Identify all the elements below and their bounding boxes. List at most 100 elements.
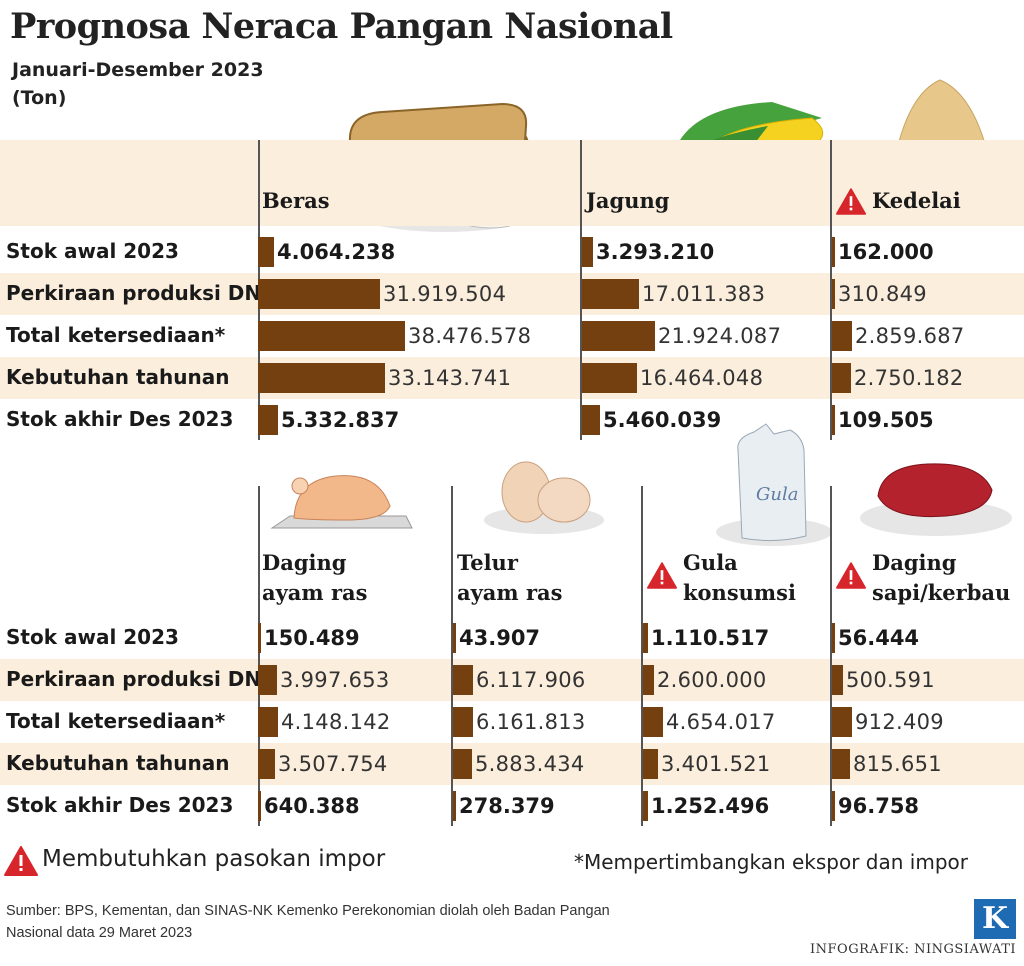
data-bar [643, 665, 654, 695]
data-label: 150.489 [264, 626, 360, 650]
egg-illustration [484, 461, 604, 534]
row-band [0, 659, 1024, 701]
data-label: 2.859.687 [855, 324, 965, 348]
data-label: 21.924.087 [658, 324, 782, 348]
row-label: Kebutuhan tahunan [6, 365, 230, 389]
data-label: 912.409 [855, 710, 944, 734]
data-label: 3.997.653 [280, 668, 390, 692]
data-label: 1.110.517 [651, 626, 770, 650]
data-label: 43.907 [459, 626, 541, 650]
data-label: 5.883.434 [475, 752, 585, 776]
data-bar [582, 237, 593, 267]
data-label: 3.507.754 [278, 752, 388, 776]
data-bar [832, 237, 835, 267]
subtitle: Januari-Desember 2023 (Ton) [12, 56, 264, 112]
data-bar [258, 749, 275, 779]
panel-1-header-band [0, 140, 1024, 226]
data-bar [258, 237, 274, 267]
data-label: 4.654.017 [666, 710, 776, 734]
row-band [0, 357, 1024, 399]
data-bar [832, 749, 850, 779]
data-label: 310.849 [838, 282, 927, 306]
data-bar [582, 405, 600, 435]
data-label: 162.000 [838, 240, 934, 264]
row-label: Kebutuhan tahunan [6, 751, 230, 775]
data-bar [832, 405, 835, 435]
data-label: 16.464.048 [640, 366, 764, 390]
data-bar [258, 321, 405, 351]
data-bar [832, 321, 852, 351]
column-header: Beras [262, 188, 330, 213]
data-bar [582, 279, 639, 309]
source-note: Sumber: BPS, Kementan, dan SINAS-NK Keme… [6, 903, 610, 941]
data-bar [582, 363, 637, 393]
data-bar [258, 665, 277, 695]
warning-icon [836, 562, 866, 593]
data-label: 109.505 [838, 408, 934, 432]
column-divider [830, 486, 832, 826]
data-label: 33.143.741 [388, 366, 512, 390]
data-label: 500.591 [846, 668, 935, 692]
data-bar [643, 791, 648, 821]
credit: INFOGRAFIK: NINGSIAWATI [810, 942, 1016, 957]
data-label: 2.600.000 [657, 668, 767, 692]
data-bar [258, 623, 261, 653]
column-divider [830, 140, 832, 440]
column-header: Daging sapi/kerbau [872, 550, 1011, 605]
data-bar [258, 279, 380, 309]
row-label: Perkiraan produksi DN [6, 281, 262, 305]
data-label: 1.252.496 [651, 794, 770, 818]
column-header: Telur ayam ras [457, 550, 563, 605]
data-label: 278.379 [459, 794, 555, 818]
data-bar [643, 749, 658, 779]
period: Januari-Desember 2023 [12, 59, 264, 81]
row-label: Stok awal 2023 [6, 239, 179, 263]
row-label: Stok akhir Des 2023 [6, 793, 234, 817]
data-label: 4.148.142 [281, 710, 391, 734]
data-bar [832, 791, 835, 821]
data-bar [453, 707, 473, 737]
data-bar [643, 707, 663, 737]
data-label: 6.161.813 [476, 710, 586, 734]
row-label: Stok awal 2023 [6, 625, 179, 649]
data-label: 815.651 [853, 752, 942, 776]
row-band [0, 743, 1024, 785]
data-label: 5.460.039 [603, 408, 722, 432]
data-bar [453, 791, 456, 821]
warning-icon [647, 562, 677, 593]
column-header: Jagung [586, 188, 670, 213]
data-bar [832, 623, 835, 653]
data-bar [258, 363, 385, 393]
data-bar [258, 405, 278, 435]
unit: (Ton) [12, 87, 67, 109]
sugar-bag-illustration: Gula [716, 423, 832, 546]
column-divider [641, 486, 643, 826]
publisher-logo: K [974, 899, 1016, 939]
data-label: 2.750.182 [854, 366, 964, 390]
data-bar [258, 791, 261, 821]
data-label: 5.332.837 [281, 408, 400, 432]
data-bar [832, 665, 843, 695]
data-bar [643, 623, 648, 653]
row-label: Total ketersediaan* [6, 709, 226, 733]
data-bar [832, 279, 835, 309]
data-label: 17.011.383 [642, 282, 766, 306]
column-header: Kedelai [872, 188, 961, 213]
data-label: 640.388 [264, 794, 360, 818]
data-bar [453, 665, 473, 695]
chicken-illustration [270, 475, 413, 529]
data-bar [453, 623, 456, 653]
data-label: 4.064.238 [277, 240, 396, 264]
row-band [0, 273, 1024, 315]
footnote: *Mempertimbangkan ekspor dan impor [574, 850, 968, 874]
row-label: Stok akhir Des 2023 [6, 407, 234, 431]
data-label: 6.117.906 [476, 668, 586, 692]
data-label: 31.919.504 [383, 282, 507, 306]
data-label: 3.401.521 [661, 752, 771, 776]
data-label: 3.293.210 [596, 240, 715, 264]
data-label: 96.758 [838, 794, 920, 818]
column-divider [451, 486, 453, 826]
row-label: Perkiraan produksi DN [6, 667, 262, 691]
warning-icon [836, 188, 866, 219]
legend-warning-icon [4, 846, 38, 880]
